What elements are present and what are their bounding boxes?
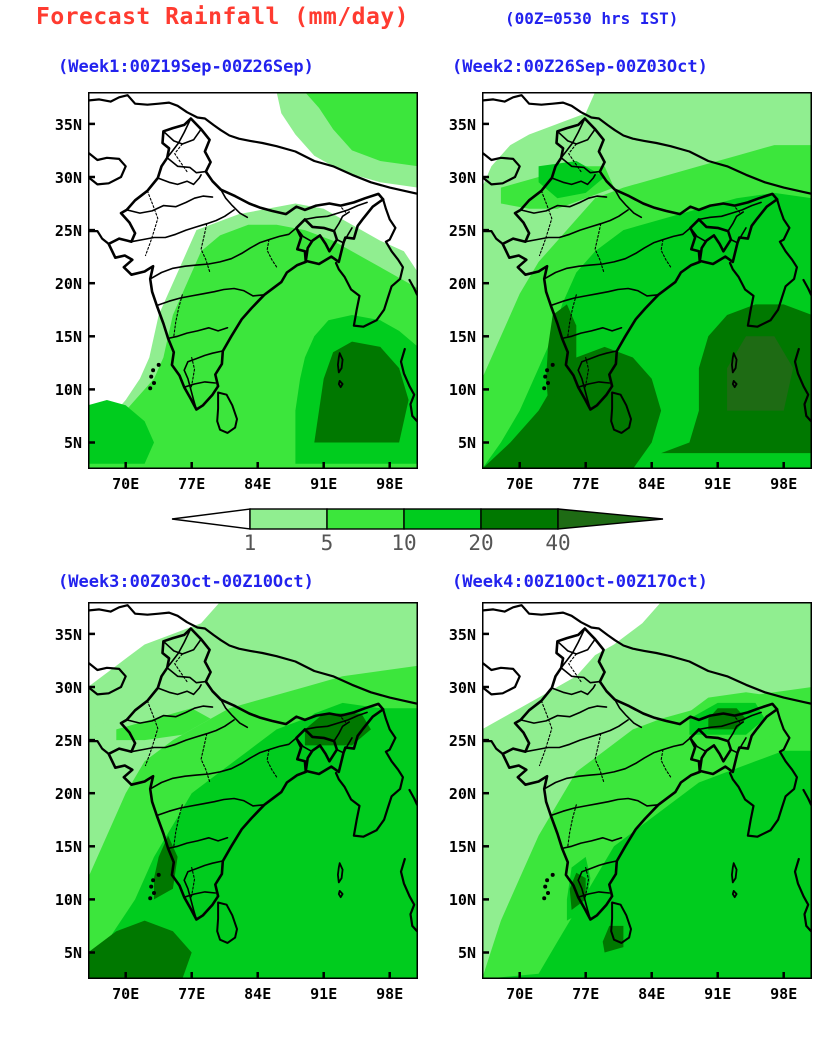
x-axis-tick-98E: 98E	[376, 475, 404, 493]
y-axis-tick-25N: 25N	[448, 732, 476, 751]
y-axis-tick-30N: 30N	[54, 678, 82, 697]
x-axis-tick-70E: 70E	[506, 475, 534, 493]
page-title: Forecast Rainfall (mm/day)	[36, 4, 410, 30]
x-axis-tick-91E: 91E	[310, 985, 338, 1003]
y-axis-tick-5N: 5N	[63, 944, 82, 963]
panel-title-week4: (Week4:00Z10Oct-00Z17Oct)	[452, 572, 708, 592]
y-axis-tick-15N: 15N	[448, 838, 476, 857]
rainfall-map-week3	[88, 602, 418, 979]
x-axis-tick-84E: 84E	[638, 475, 666, 493]
y-axis-tick-25N: 25N	[54, 732, 82, 751]
y-axis-tick-30N: 30N	[448, 678, 476, 697]
y-axis-tick-25N: 25N	[54, 222, 82, 241]
x-axis-tick-77E: 77E	[572, 475, 600, 493]
map-panel-week2	[482, 92, 812, 469]
map-panel-week3	[88, 602, 418, 979]
colorbar-tick-40: 40	[545, 531, 571, 555]
map-panel-week1	[88, 92, 418, 469]
y-axis-tick-35N: 35N	[54, 115, 82, 134]
panel-title-week3: (Week3:00Z03Oct-00Z10Oct)	[58, 572, 314, 592]
x-axis-tick-91E: 91E	[310, 475, 338, 493]
rainfall-map-week1	[88, 92, 418, 469]
y-axis-tick-35N: 35N	[54, 625, 82, 644]
colorbar-tick-labels: 1 5 10 20 40	[168, 531, 668, 563]
colorbar-swatches	[171, 508, 664, 530]
y-axis-tick-25N: 25N	[448, 222, 476, 241]
y-axis-tick-15N: 15N	[54, 838, 82, 857]
y-axis-tick-30N: 30N	[54, 168, 82, 187]
ist-note-label: (00Z=0530 hrs IST)	[505, 9, 679, 28]
y-axis-tick-10N: 10N	[54, 381, 82, 400]
x-axis-tick-84E: 84E	[244, 475, 272, 493]
rainfall-map-week4	[482, 602, 812, 979]
y-axis-tick-15N: 15N	[54, 328, 82, 347]
y-axis-tick-35N: 35N	[448, 625, 476, 644]
y-axis-tick-10N: 10N	[448, 381, 476, 400]
panel-title-week2: (Week2:00Z26Sep-00Z03Oct)	[452, 57, 708, 77]
x-axis-tick-70E: 70E	[112, 475, 140, 493]
y-axis-tick-20N: 20N	[54, 275, 82, 294]
x-axis-tick-70E: 70E	[506, 985, 534, 1003]
x-axis-tick-98E: 98E	[376, 985, 404, 1003]
x-axis-tick-84E: 84E	[638, 985, 666, 1003]
colorbar-tick-1: 1	[243, 531, 257, 555]
x-axis-tick-77E: 77E	[178, 985, 206, 1003]
x-axis-tick-91E: 91E	[704, 985, 732, 1003]
x-axis-tick-77E: 77E	[178, 475, 206, 493]
y-axis-tick-20N: 20N	[448, 275, 476, 294]
colorbar: 1 5 10 20 40	[168, 505, 668, 567]
x-axis-tick-77E: 77E	[572, 985, 600, 1003]
y-axis-tick-10N: 10N	[54, 891, 82, 910]
colorbar-tick-5: 5	[320, 531, 334, 555]
x-axis-tick-91E: 91E	[704, 475, 732, 493]
x-axis-tick-98E: 98E	[770, 475, 798, 493]
colorbar-tick-20: 20	[468, 531, 494, 555]
map-panel-week4	[482, 602, 812, 979]
y-axis-tick-5N: 5N	[457, 944, 476, 963]
panel-title-week1: (Week1:00Z19Sep-00Z26Sep)	[58, 57, 314, 77]
x-axis-tick-70E: 70E	[112, 985, 140, 1003]
y-axis-tick-15N: 15N	[448, 328, 476, 347]
x-axis-tick-98E: 98E	[770, 985, 798, 1003]
x-axis-tick-84E: 84E	[244, 985, 272, 1003]
y-axis-tick-10N: 10N	[448, 891, 476, 910]
rainfall-map-week2	[482, 92, 812, 469]
y-axis-tick-5N: 5N	[457, 434, 476, 453]
y-axis-tick-30N: 30N	[448, 168, 476, 187]
y-axis-tick-20N: 20N	[448, 785, 476, 804]
y-axis-tick-5N: 5N	[63, 434, 82, 453]
y-axis-tick-20N: 20N	[54, 785, 82, 804]
colorbar-tick-10: 10	[391, 531, 417, 555]
y-axis-tick-35N: 35N	[448, 115, 476, 134]
